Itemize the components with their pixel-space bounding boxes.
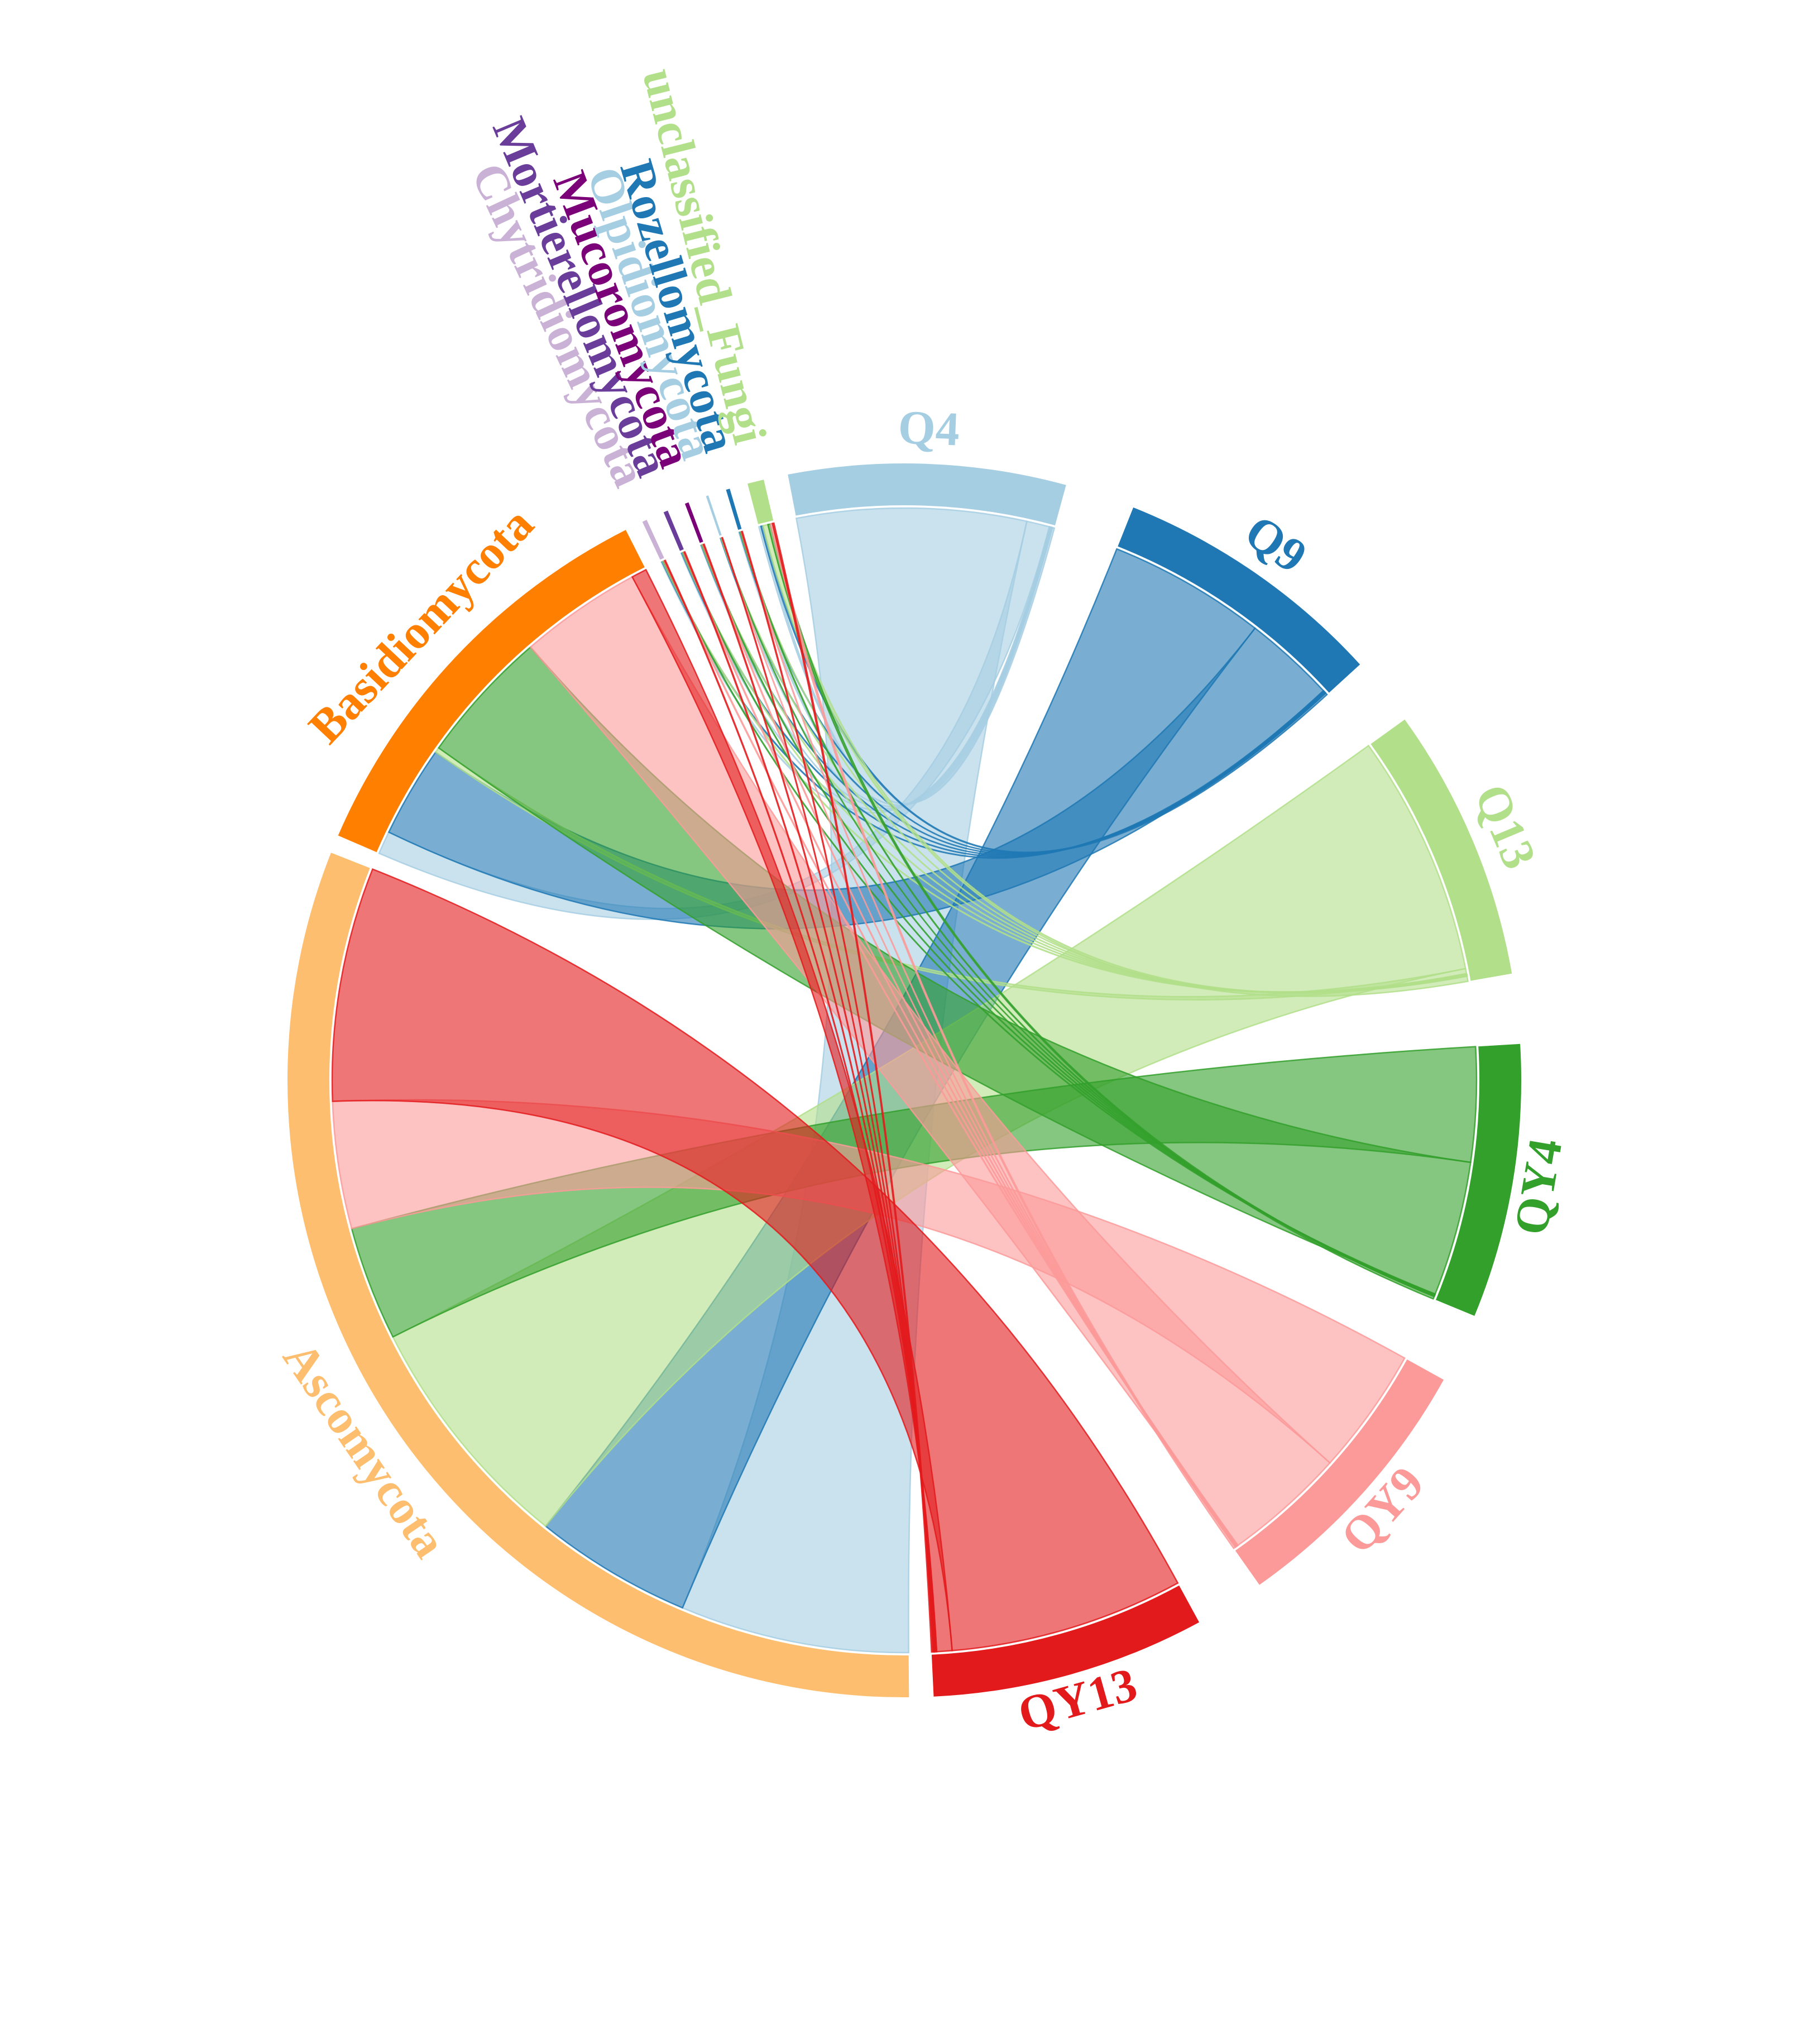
ribbon-qy9-mucoromycota (702, 543, 1238, 1548)
ribbon-layer (331, 507, 1478, 1654)
ribbon-q4-rozellomycota (738, 526, 1053, 806)
arc-mortierellomycota (663, 510, 684, 551)
segment-arc-layer (287, 463, 1522, 1698)
arc-basidiomycota (338, 530, 645, 853)
ribbon-qy13-olpidiomycota (721, 537, 936, 1653)
ribbon-q13-basidiomycota (434, 746, 1468, 1001)
ribbon-qy9-chytridiomycota (663, 559, 1239, 1547)
arc-unclassified-fungi (747, 480, 774, 524)
ribbon-qy13-rozellomycota (740, 530, 935, 1653)
ribbon-q4-chytridiomycota (660, 526, 1051, 813)
arc-q13 (1370, 719, 1512, 981)
ribbon-qy13-chytridiomycota (663, 559, 938, 1653)
arc-qy13 (931, 1585, 1200, 1697)
arc-chytridiomycota (642, 520, 664, 560)
arc-qy9 (1235, 1359, 1444, 1585)
ribbon-qy13-mucoromycota (702, 543, 936, 1653)
arc-olpidiomycota (706, 495, 722, 536)
ribbon-q4-basidiomycota (378, 520, 1051, 920)
arc-mucoromycota (684, 502, 703, 543)
ribbon-qy9-mortierellomycota (682, 551, 1239, 1548)
label-q4: Q4 (897, 400, 960, 456)
ribbon-q9-unclassified-fungi (760, 525, 1328, 854)
ribbon-q13-unclassified-fungi (762, 524, 1469, 997)
ribbon-q4-unclassified-fungi (758, 525, 1056, 805)
arc-q4 (788, 463, 1066, 525)
arc-rozellomycota (726, 489, 742, 530)
ribbon-q4-mortierellomycota (680, 526, 1052, 811)
ribbon-qy4-unclassified-fungi (766, 523, 1435, 1300)
arc-qy4 (1436, 1043, 1522, 1316)
ribbon-qy13-unclassified-fungi (771, 522, 934, 1653)
ribbon-qy9-unclassified-fungi (769, 523, 1237, 1549)
arc-ascomycota (287, 853, 909, 1698)
arc-q9 (1118, 507, 1360, 693)
ribbon-qy13-basidiomycota (631, 568, 953, 1653)
